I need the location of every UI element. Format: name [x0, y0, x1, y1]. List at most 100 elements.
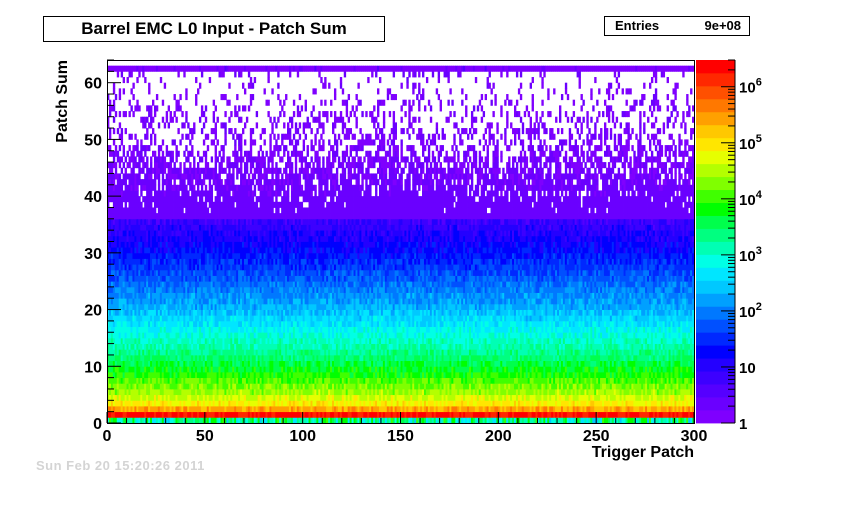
heatmap-cell: [641, 366, 644, 373]
heatmap-cell: [562, 360, 566, 367]
heatmap-cell: [553, 400, 556, 407]
heatmap-cell: [498, 400, 501, 407]
heatmap-cell: [206, 371, 210, 379]
heatmap-cell: [234, 417, 237, 424]
heatmap-cell: [527, 400, 531, 407]
heatmap-cell: [310, 417, 313, 424]
heatmap-cell: [449, 366, 452, 373]
heatmap-cell: [508, 354, 511, 362]
heatmap-cell: [169, 354, 172, 362]
heatmap-cell: [658, 377, 662, 384]
heatmap-cell: [584, 366, 587, 373]
heatmap-cell: [506, 383, 509, 390]
heatmap-cell: [468, 394, 472, 401]
heatmap-cell: [253, 377, 257, 384]
heatmap-cell: [255, 417, 259, 424]
heatmap-cell: [306, 417, 309, 424]
heatmap-cell: [189, 360, 192, 367]
heatmap-cell: [572, 360, 576, 367]
heatmap-cell: [337, 388, 341, 396]
heatmap-cell: [161, 383, 165, 390]
heatmap-cell: [298, 349, 302, 356]
heatmap-cell: [553, 371, 556, 379]
heatmap-cell: [255, 366, 259, 373]
heatmap-cell: [216, 417, 219, 424]
heatmap-cell: [285, 360, 288, 367]
heatmap-cell: [486, 388, 489, 396]
heatmap-cell: [580, 371, 583, 379]
heatmap-cell: [271, 354, 274, 362]
heatmap-cell: [222, 360, 225, 367]
heatmap-cell: [660, 383, 664, 390]
heatmap-cell: [210, 377, 214, 384]
heatmap-cell: [175, 371, 178, 379]
heatmap-cell: [245, 383, 249, 390]
heatmap-cell: [259, 388, 262, 396]
heatmap-cell: [598, 366, 601, 373]
heatmap-cell: [371, 366, 374, 373]
heatmap-cell: [451, 417, 454, 424]
heatmap-cell: [525, 371, 529, 379]
heatmap-cell: [179, 411, 182, 418]
heatmap-cell: [629, 400, 632, 407]
heatmap-cell: [249, 411, 253, 418]
heatmap-cell: [637, 366, 640, 373]
heatmap-cell: [208, 400, 212, 407]
heatmap-cell: [294, 383, 298, 390]
heatmap-cell: [682, 394, 685, 401]
heatmap-cell: [633, 366, 636, 373]
heatmap-cell: [496, 383, 499, 390]
heatmap-cell: [457, 394, 460, 401]
heatmap-cell: [555, 371, 558, 379]
heatmap-cell: [110, 371, 114, 379]
heatmap-cell: [553, 417, 556, 424]
heatmap-cell: [255, 400, 259, 407]
heatmap-cell: [267, 349, 270, 356]
heatmap-cell: [108, 354, 112, 362]
heatmap-cell: [553, 411, 556, 418]
heatmap-cell: [605, 417, 609, 424]
heatmap-cell: [226, 354, 229, 362]
heatmap-cell: [445, 411, 448, 418]
heatmap-cell: [261, 360, 264, 367]
heatmap-cell: [404, 388, 407, 396]
heatmap-cell: [373, 388, 376, 396]
heatmap-cell: [263, 411, 266, 418]
heatmap-cell: [116, 383, 120, 390]
heatmap-cell: [513, 388, 517, 396]
heatmap-cell: [611, 371, 615, 379]
heatmap-cell: [660, 400, 664, 407]
heatmap-cell: [447, 388, 450, 396]
heatmap-cell: [267, 400, 270, 407]
heatmap-cell: [259, 360, 262, 367]
heatmap-cell: [652, 400, 656, 407]
heatmap-cell: [402, 417, 405, 424]
heatmap-cell: [451, 371, 454, 379]
heatmap-cell: [200, 411, 204, 418]
heatmap-cell: [525, 417, 529, 424]
heatmap-cell: [214, 366, 217, 373]
heatmap-cell: [535, 377, 538, 384]
heatmap-cell: [202, 360, 206, 367]
heatmap-cell: [146, 383, 149, 390]
heatmap-cell: [547, 354, 550, 362]
heatmap-cell: [322, 383, 325, 390]
heatmap-cell: [206, 394, 210, 401]
heatmap-cell: [427, 360, 431, 367]
heatmap-cell: [496, 360, 499, 367]
heatmap-cell: [384, 383, 388, 390]
heatmap-cell: [498, 417, 501, 424]
heatmap-cell: [515, 400, 519, 407]
heatmap-cell: [294, 360, 298, 367]
heatmap-cell: [369, 400, 372, 407]
heatmap-cell: [431, 354, 435, 362]
heatmap-cell: [453, 411, 456, 418]
heatmap-cell: [322, 360, 325, 367]
heatmap-cell: [658, 388, 662, 396]
heatmap-cell: [279, 400, 282, 407]
heatmap-cell: [664, 366, 668, 373]
heatmap-cell: [656, 394, 660, 401]
heatmap-cell: [110, 400, 114, 407]
heatmap-cell: [506, 394, 509, 401]
heatmap-cell: [216, 366, 219, 373]
